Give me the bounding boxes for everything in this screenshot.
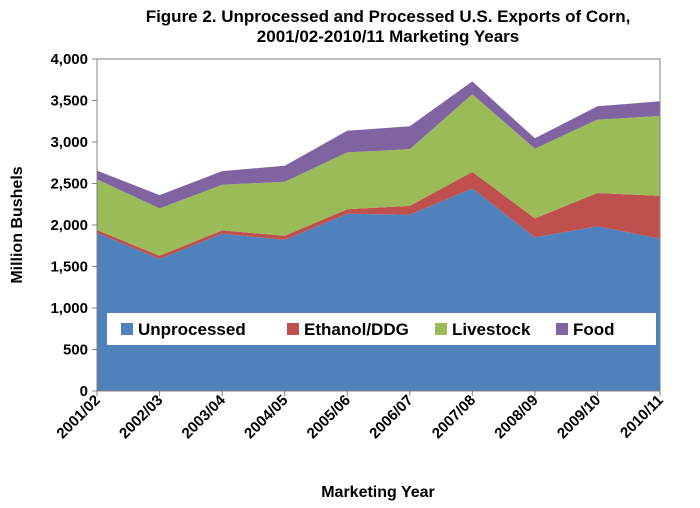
x-tick-label: 2010/11 xyxy=(617,392,667,442)
legend-swatch-ethanol-ddg xyxy=(287,323,299,335)
x-tick-label: 2008/09 xyxy=(491,392,541,442)
y-tick-label: 3,000 xyxy=(50,134,88,151)
y-axis-title: Million Bushels xyxy=(9,166,26,283)
x-tick-label: 2005/06 xyxy=(304,392,354,442)
area-livestock xyxy=(97,94,660,256)
legend-label-unprocessed: Unprocessed xyxy=(138,320,246,339)
legend-label-ethanol-ddg: Ethanol/DDG xyxy=(304,320,409,339)
y-tick-label: 2,500 xyxy=(50,176,88,193)
legend-label-livestock: Livestock xyxy=(452,320,531,339)
legend-swatch-livestock xyxy=(435,323,447,335)
y-tick-label: 2,000 xyxy=(50,217,88,234)
chart-legend: Unprocessed Ethanol/DDG Livestock Food xyxy=(107,313,656,345)
legend-label-food: Food xyxy=(573,320,615,339)
legend-swatch-unprocessed xyxy=(121,323,133,335)
x-tick-label: 2002/03 xyxy=(116,392,166,442)
chart-subtitle: 2001/02-2010/11 Marketing Years xyxy=(257,27,519,46)
x-tick-label: 2003/04 xyxy=(179,391,230,442)
y-tick-label: 0 xyxy=(80,383,88,400)
y-tick-label: 1,000 xyxy=(50,300,88,317)
y-axis: 0 500 1,000 1,500 2,000 2,500 3,000 3,500 4,000 xyxy=(50,51,98,400)
x-tick-label: 2001/02 xyxy=(53,392,103,442)
y-tick-label: 4,000 xyxy=(50,51,88,68)
area-food xyxy=(97,81,660,209)
y-tick-label: 3,500 xyxy=(50,93,88,110)
legend-swatch-food xyxy=(556,323,568,335)
x-tick-label: 2009/10 xyxy=(554,392,604,442)
x-tick-label: 2007/08 xyxy=(429,392,479,442)
x-tick-label: 2004/05 xyxy=(241,392,291,442)
chart-title: Figure 2. Unprocessed and Processed U.S.… xyxy=(146,7,631,26)
y-tick-label: 1,500 xyxy=(50,259,88,276)
x-axis-title: Marketing Year xyxy=(321,484,435,501)
x-axis: 2001/02 2002/03 2003/04 2004/05 2005/06 2006/… xyxy=(53,390,667,442)
area-ethanol-ddg xyxy=(97,171,660,259)
x-tick-label: 2006/07 xyxy=(366,392,416,442)
y-tick-label: 500 xyxy=(63,342,88,359)
